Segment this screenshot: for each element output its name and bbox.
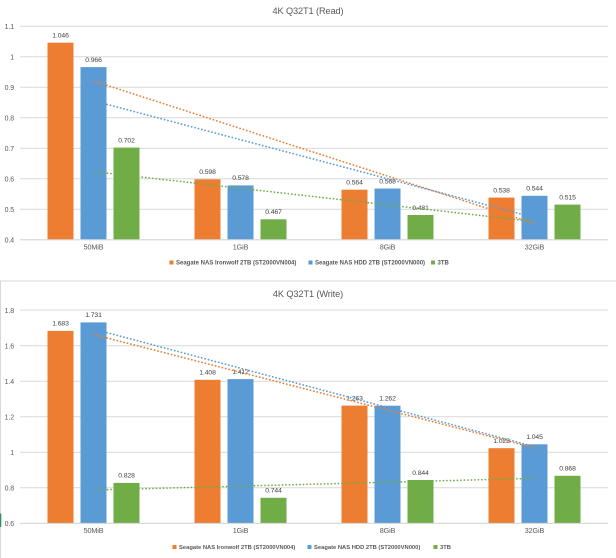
svg-text:1: 1 — [10, 450, 14, 457]
svg-text:3TB: 3TB — [440, 545, 451, 551]
svg-text:1.412: 1.412 — [232, 369, 249, 376]
svg-text:4K Q32T1 (Read): 4K Q32T1 (Read) — [272, 6, 343, 16]
svg-text:1.6: 1.6 — [5, 343, 15, 350]
svg-text:0.538: 0.538 — [493, 187, 510, 194]
svg-text:1: 1 — [10, 54, 14, 61]
svg-text:1.683: 1.683 — [52, 321, 69, 328]
svg-text:50MiB: 50MiB — [84, 526, 104, 535]
svg-text:1.8: 1.8 — [5, 308, 15, 315]
svg-text:Seagate NAS HDD 2TB (ST2000VN0: Seagate NAS HDD 2TB (ST2000VN000) — [315, 261, 425, 267]
svg-text:Seagate NAS Ironwolf 2TB (ST20: Seagate NAS Ironwolf 2TB (ST2000VN004) — [176, 261, 296, 267]
svg-text:3TB: 3TB — [438, 261, 450, 267]
svg-text:0.6: 0.6 — [5, 521, 15, 528]
svg-text:Seagate NAS HDD 2TB (ST2000VN0: Seagate NAS HDD 2TB (ST2000VN000) — [314, 545, 420, 551]
svg-text:0.515: 0.515 — [559, 194, 576, 201]
svg-text:1GiB: 1GiB — [233, 526, 249, 535]
svg-text:0.544: 0.544 — [526, 186, 543, 193]
svg-text:8GiB: 8GiB — [380, 526, 396, 535]
svg-text:1.262: 1.262 — [379, 396, 396, 403]
svg-text:32GiB: 32GiB — [525, 526, 545, 535]
svg-text:0.568: 0.568 — [379, 178, 396, 185]
svg-text:4K Q32T1 (Write): 4K Q32T1 (Write) — [273, 289, 343, 299]
svg-text:1.045: 1.045 — [526, 434, 543, 441]
svg-text:0.702: 0.702 — [118, 137, 135, 144]
svg-text:50MiB: 50MiB — [84, 242, 104, 251]
svg-text:1.4: 1.4 — [5, 379, 15, 386]
svg-text:0.8: 0.8 — [5, 115, 15, 122]
svg-text:0.7: 0.7 — [5, 146, 15, 153]
svg-text:1.2: 1.2 — [5, 414, 15, 421]
svg-text:0.9: 0.9 — [5, 85, 15, 92]
svg-text:1GiB: 1GiB — [233, 242, 249, 251]
svg-text:0.868: 0.868 — [559, 466, 576, 473]
svg-text:Seagate NAS Ironwolf 2TB (ST20: Seagate NAS Ironwolf 2TB (ST2000VN004) — [179, 545, 295, 551]
svg-text:0.467: 0.467 — [265, 209, 282, 216]
svg-text:0.5: 0.5 — [5, 207, 15, 214]
svg-text:0.4: 0.4 — [5, 237, 15, 244]
svg-text:0.844: 0.844 — [412, 470, 429, 477]
svg-text:0.828: 0.828 — [118, 473, 135, 480]
svg-text:0.598: 0.598 — [199, 169, 216, 176]
svg-text:1.023: 1.023 — [493, 438, 510, 445]
svg-text:1.408: 1.408 — [199, 370, 216, 377]
svg-text:0.578: 0.578 — [232, 175, 249, 182]
svg-text:0.8: 0.8 — [5, 486, 15, 493]
svg-text:1.046: 1.046 — [52, 33, 69, 40]
svg-text:8GiB: 8GiB — [380, 242, 396, 251]
svg-text:32GiB: 32GiB — [525, 242, 545, 251]
svg-text:0.744: 0.744 — [265, 488, 282, 495]
svg-text:0.564: 0.564 — [346, 180, 363, 187]
svg-text:1.731: 1.731 — [85, 312, 102, 319]
svg-text:1.1: 1.1 — [5, 24, 15, 31]
svg-text:0.966: 0.966 — [85, 57, 102, 64]
svg-text:0.6: 0.6 — [5, 176, 15, 183]
